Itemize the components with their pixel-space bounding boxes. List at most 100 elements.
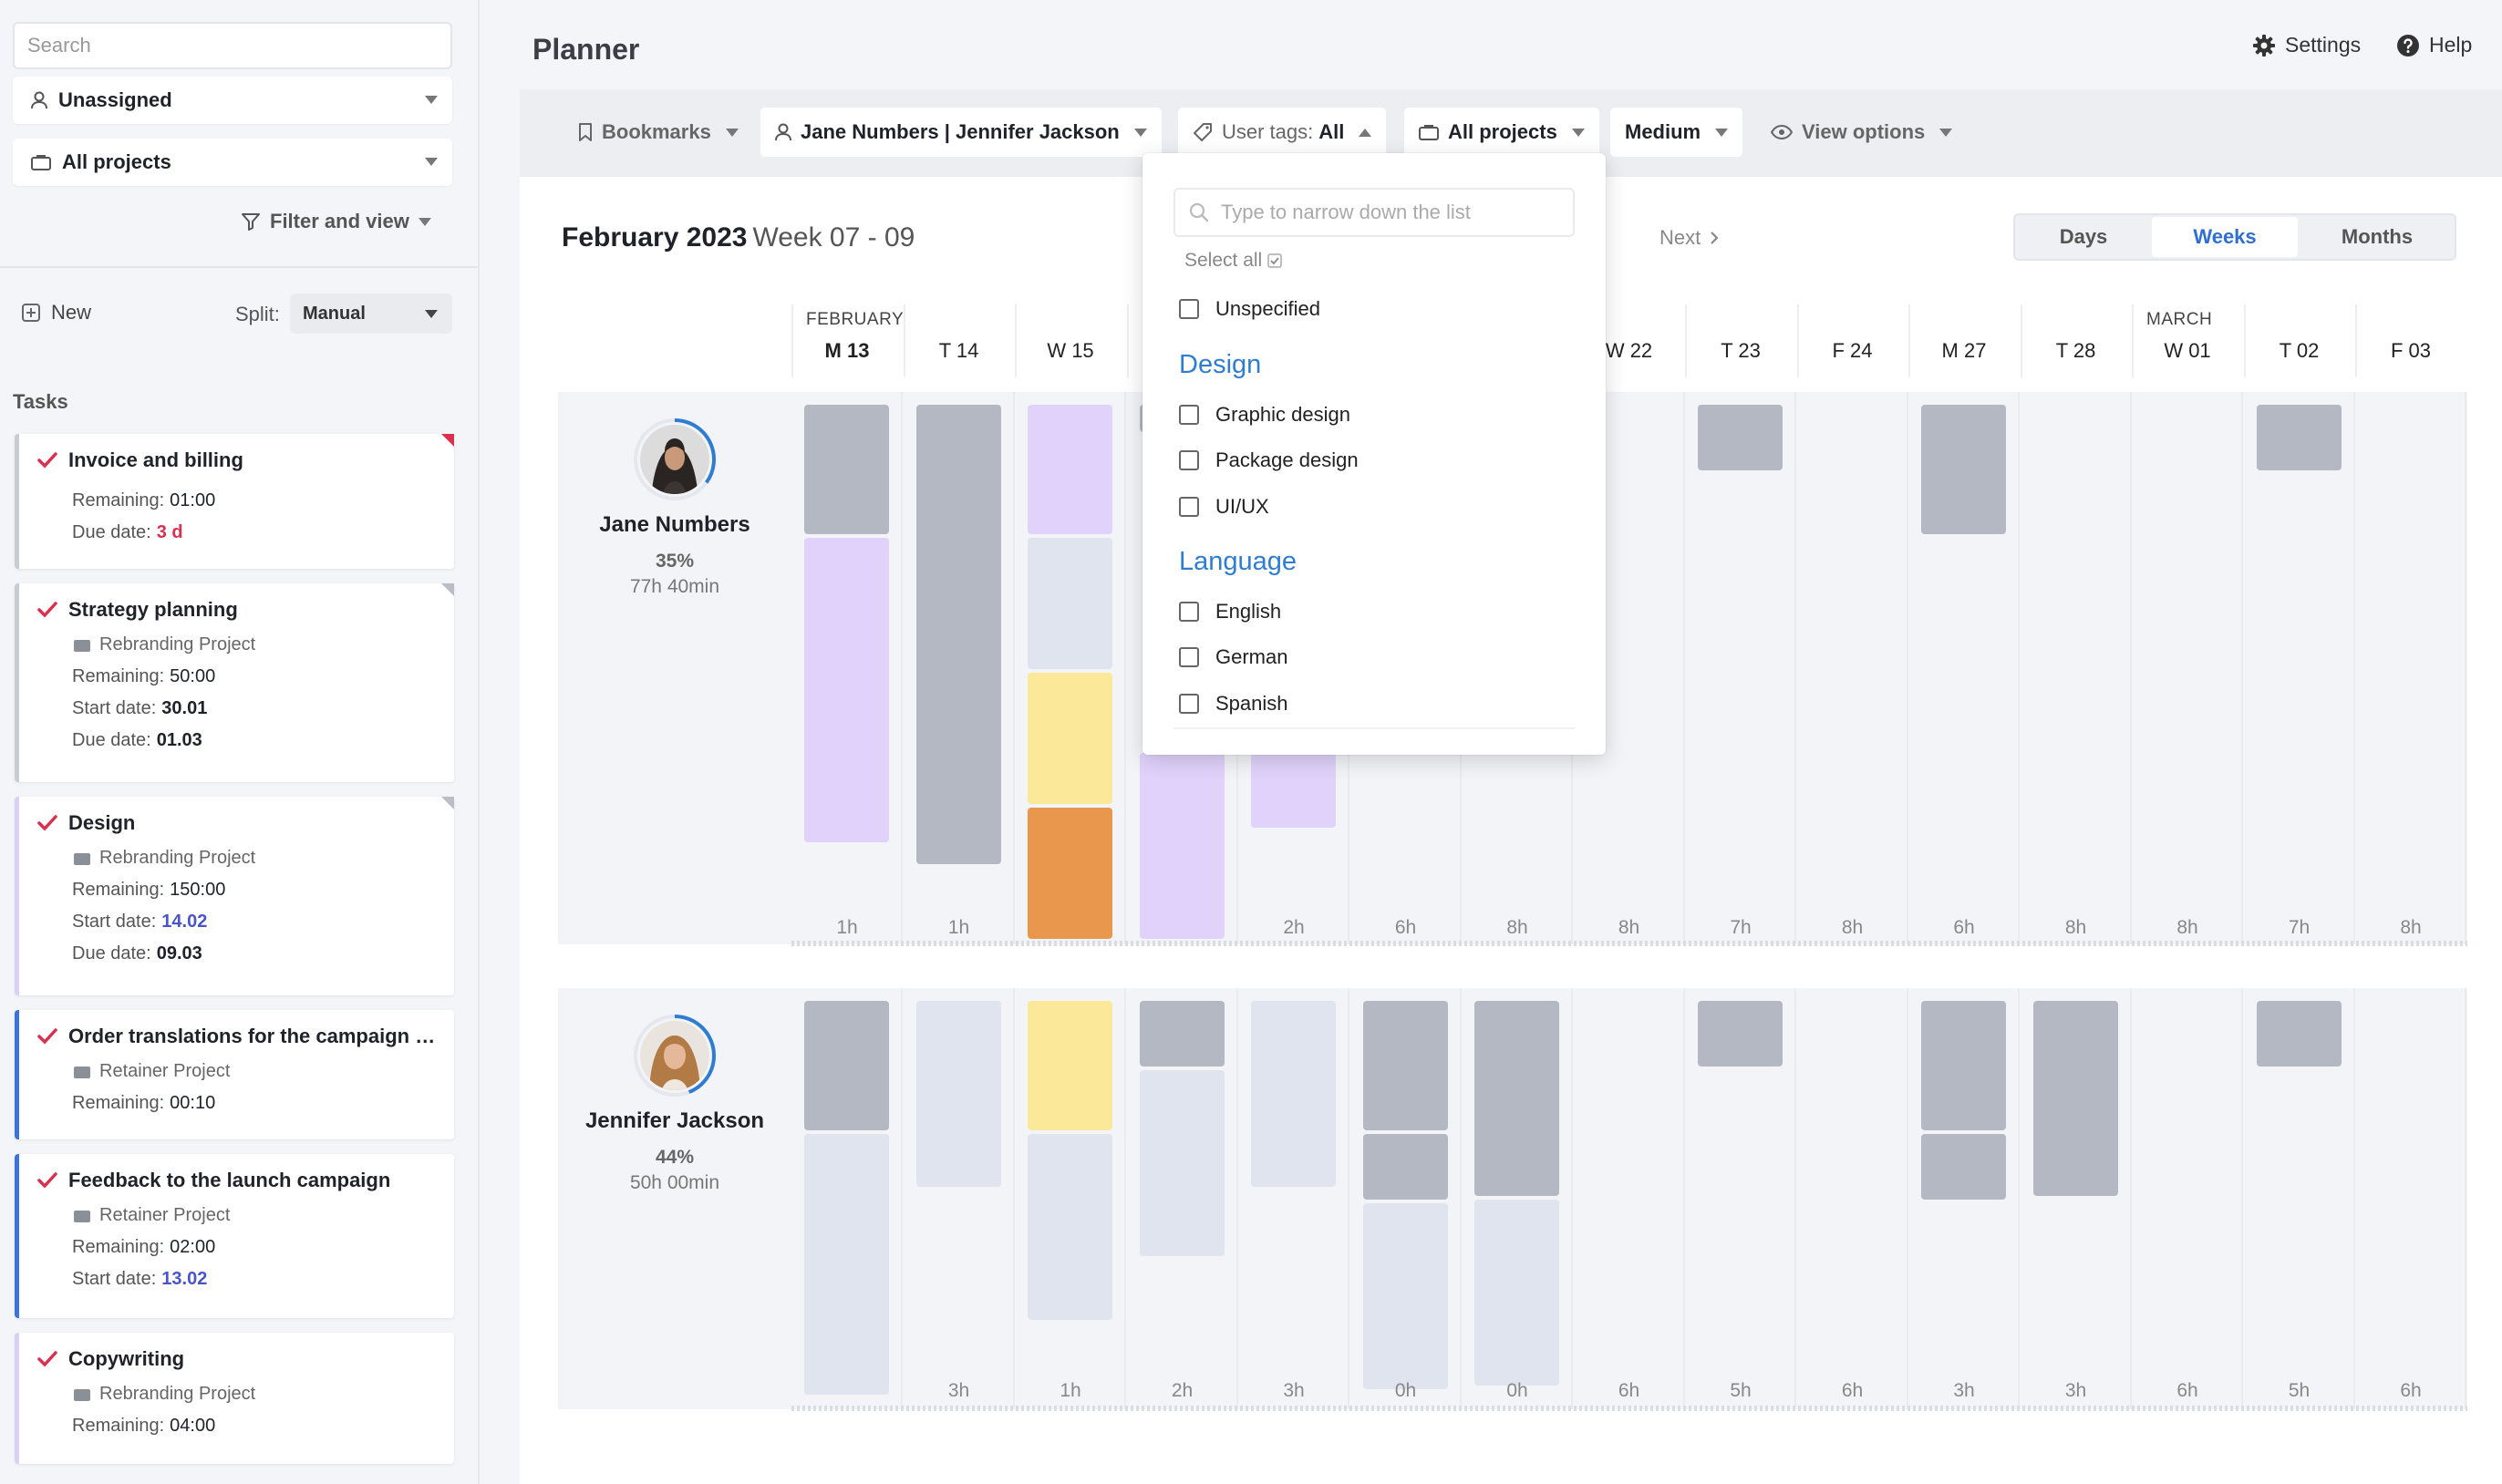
checkbox[interactable]	[1179, 602, 1199, 622]
task-card[interactable]: Copywriting Rebranding Project Remaining…	[15, 1333, 454, 1464]
projects-filter[interactable]: All projects	[1404, 108, 1599, 157]
day-cell[interactable]	[1908, 988, 2020, 1409]
new-task-button[interactable]: New	[22, 301, 91, 325]
day-cell[interactable]	[791, 988, 903, 1409]
booking-block[interactable]	[804, 405, 889, 534]
day-cell[interactable]	[1238, 988, 1349, 1409]
booking-block[interactable]	[1698, 1001, 1783, 1067]
booking-block[interactable]	[2256, 405, 2342, 470]
day-cell[interactable]	[2132, 392, 2243, 944]
booking-block[interactable]	[1362, 1001, 1448, 1130]
booking-block[interactable]	[1921, 1134, 2006, 1200]
task-card[interactable]: Order translations for the campaign m...…	[15, 1010, 454, 1139]
day-cell[interactable]	[2355, 392, 2466, 944]
tag-option-ui-ux[interactable]: UI/UX	[1179, 495, 1269, 519]
task-card[interactable]: Strategy planning Rebranding Project Rem…	[15, 583, 454, 782]
day-cell[interactable]	[1015, 988, 1126, 1409]
size-select[interactable]: Medium	[1610, 108, 1743, 157]
day-cell[interactable]	[1685, 392, 1796, 944]
day-cell[interactable]	[2244, 988, 2355, 1409]
user-tags-filter[interactable]: User tags: All	[1178, 108, 1387, 157]
checkbox[interactable]	[1179, 497, 1199, 517]
booking-block[interactable]	[2256, 1001, 2342, 1067]
task-card[interactable]: Design Rebranding Project Remaining: 150:…	[15, 797, 454, 995]
checkbox[interactable]	[1179, 450, 1199, 470]
tag-option-package-design[interactable]: Package design	[1179, 448, 1359, 472]
booking-block[interactable]	[1474, 1200, 1559, 1386]
day-cell[interactable]	[1350, 988, 1462, 1409]
filter-and-view-button[interactable]: Filter and view	[241, 208, 431, 235]
day-cell[interactable]	[2355, 988, 2466, 1409]
tag-option-german[interactable]: German	[1179, 645, 1287, 669]
check-icon	[37, 1172, 57, 1189]
booking-block[interactable]	[1028, 673, 1112, 804]
booking-block[interactable]	[1251, 753, 1336, 828]
day-cell[interactable]	[1574, 988, 1685, 1409]
day-cell[interactable]	[2021, 392, 2132, 944]
day-cell[interactable]	[791, 392, 903, 944]
tag-option-english[interactable]: English	[1179, 600, 1281, 623]
booking-block[interactable]	[1251, 1001, 1336, 1187]
users-filter[interactable]: Jane Numbers | Jennifer Jackson	[760, 108, 1162, 157]
booking-block[interactable]	[915, 405, 1001, 864]
task-card[interactable]: Feedback to the launch campaign Retainer…	[15, 1154, 454, 1318]
avatar[interactable]	[634, 418, 716, 500]
day-cell[interactable]	[1462, 988, 1573, 1409]
project-select[interactable]: All projects	[13, 139, 452, 186]
tab-days[interactable]: Days	[2059, 225, 2108, 248]
booking-block[interactable]	[2032, 1001, 2118, 1196]
split-select[interactable]: Manual	[290, 294, 452, 334]
day-cell[interactable]	[2021, 988, 2132, 1409]
checkbox[interactable]	[1179, 694, 1199, 714]
booking-block[interactable]	[1139, 753, 1225, 939]
day-cell[interactable]	[904, 392, 1015, 944]
booking-block[interactable]	[915, 1001, 1001, 1187]
select-all-button[interactable]: Select all	[1184, 250, 1282, 272]
checkbox[interactable]	[1179, 299, 1199, 319]
tag-option-unspecified[interactable]: Unspecified	[1179, 297, 1320, 321]
booking-block[interactable]	[1028, 808, 1112, 939]
day-cell[interactable]	[1797, 392, 1908, 944]
search-input[interactable]: Search	[13, 22, 452, 69]
tag-option-spanish[interactable]: Spanish	[1179, 692, 1288, 716]
booking-block[interactable]	[1139, 1070, 1225, 1256]
day-cell[interactable]	[2132, 988, 2243, 1409]
settings-button[interactable]: Settings	[2252, 33, 2361, 57]
booking-block[interactable]	[1921, 405, 2006, 534]
day-cell[interactable]	[2244, 392, 2355, 944]
booking-block[interactable]	[804, 1134, 889, 1395]
booking-block[interactable]	[1028, 1134, 1112, 1320]
help-button[interactable]: Help	[2396, 33, 2472, 57]
booking-block[interactable]	[1028, 1001, 1112, 1130]
booking-block[interactable]	[1921, 1001, 2006, 1130]
view-options-button[interactable]: View options	[1756, 108, 1967, 157]
booking-block[interactable]	[1474, 1001, 1559, 1196]
booking-block[interactable]	[1028, 538, 1112, 669]
booking-block[interactable]	[1362, 1203, 1448, 1389]
tab-weeks[interactable]: Weeks	[2152, 217, 2298, 257]
tag-option-graphic-design[interactable]: Graphic design	[1179, 403, 1350, 427]
bookmarks-button[interactable]: Bookmarks	[563, 108, 753, 157]
booking-block[interactable]	[1139, 1001, 1225, 1067]
day-cell[interactable]	[1685, 988, 1796, 1409]
checkbox[interactable]	[1179, 647, 1199, 667]
day-cell[interactable]	[1015, 392, 1126, 944]
assignee-select[interactable]: Unassigned	[13, 77, 452, 124]
day-cell[interactable]	[1908, 392, 2020, 944]
day-cell[interactable]	[1574, 392, 1685, 944]
booking-block[interactable]	[1028, 405, 1112, 534]
user-icon	[31, 91, 47, 109]
next-button[interactable]: Next	[1659, 226, 1719, 250]
checkbox[interactable]	[1179, 405, 1199, 425]
booking-block[interactable]	[1698, 405, 1783, 470]
day-cell[interactable]	[1797, 988, 1908, 1409]
booking-block[interactable]	[1362, 1134, 1448, 1200]
avatar[interactable]	[634, 1015, 716, 1097]
tab-months[interactable]: Months	[2341, 225, 2414, 248]
tag-search-input[interactable]: Type to narrow down the list	[1173, 188, 1575, 237]
task-card[interactable]: Invoice and billing Remaining: 01:00 Due …	[15, 434, 454, 569]
booking-block[interactable]	[804, 1001, 889, 1130]
booking-block[interactable]	[804, 538, 889, 842]
day-cell[interactable]	[904, 988, 1015, 1409]
day-cell[interactable]	[1127, 988, 1238, 1409]
